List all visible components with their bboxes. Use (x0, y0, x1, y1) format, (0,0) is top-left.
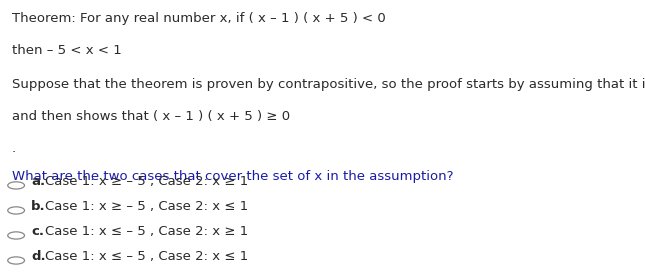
Text: d.: d. (31, 250, 46, 263)
Text: What are the two cases that cover the set of x in the assumption?: What are the two cases that cover the se… (12, 170, 453, 183)
Text: b.: b. (31, 200, 46, 213)
Text: Suppose that the theorem is proven by contrapositive, so the proof starts by ass: Suppose that the theorem is proven by co… (12, 78, 645, 91)
Text: Case 1: x ≤ – 5 , Case 2: x ≤ 1: Case 1: x ≤ – 5 , Case 2: x ≤ 1 (45, 250, 248, 263)
Text: .: . (12, 142, 15, 155)
Text: c.: c. (31, 225, 44, 238)
Text: and then shows that ( x – 1 ) ( x + 5 ) ≥ 0: and then shows that ( x – 1 ) ( x + 5 ) … (12, 110, 290, 123)
Text: a.: a. (31, 175, 45, 188)
Text: Theorem: For any real number x, if ( x – 1 ) ( x + 5 ) < 0: Theorem: For any real number x, if ( x –… (12, 12, 385, 25)
Text: Case 1: x ≥ – 5 , Case 2: x ≤ 1: Case 1: x ≥ – 5 , Case 2: x ≤ 1 (45, 200, 248, 213)
Text: Case 1: x ≥ – 5 , Case 2: x ≥ 1: Case 1: x ≥ – 5 , Case 2: x ≥ 1 (45, 175, 248, 188)
Text: Case 1: x ≤ – 5 , Case 2: x ≥ 1: Case 1: x ≤ – 5 , Case 2: x ≥ 1 (45, 225, 248, 238)
Text: then – 5 < x < 1: then – 5 < x < 1 (12, 44, 121, 58)
